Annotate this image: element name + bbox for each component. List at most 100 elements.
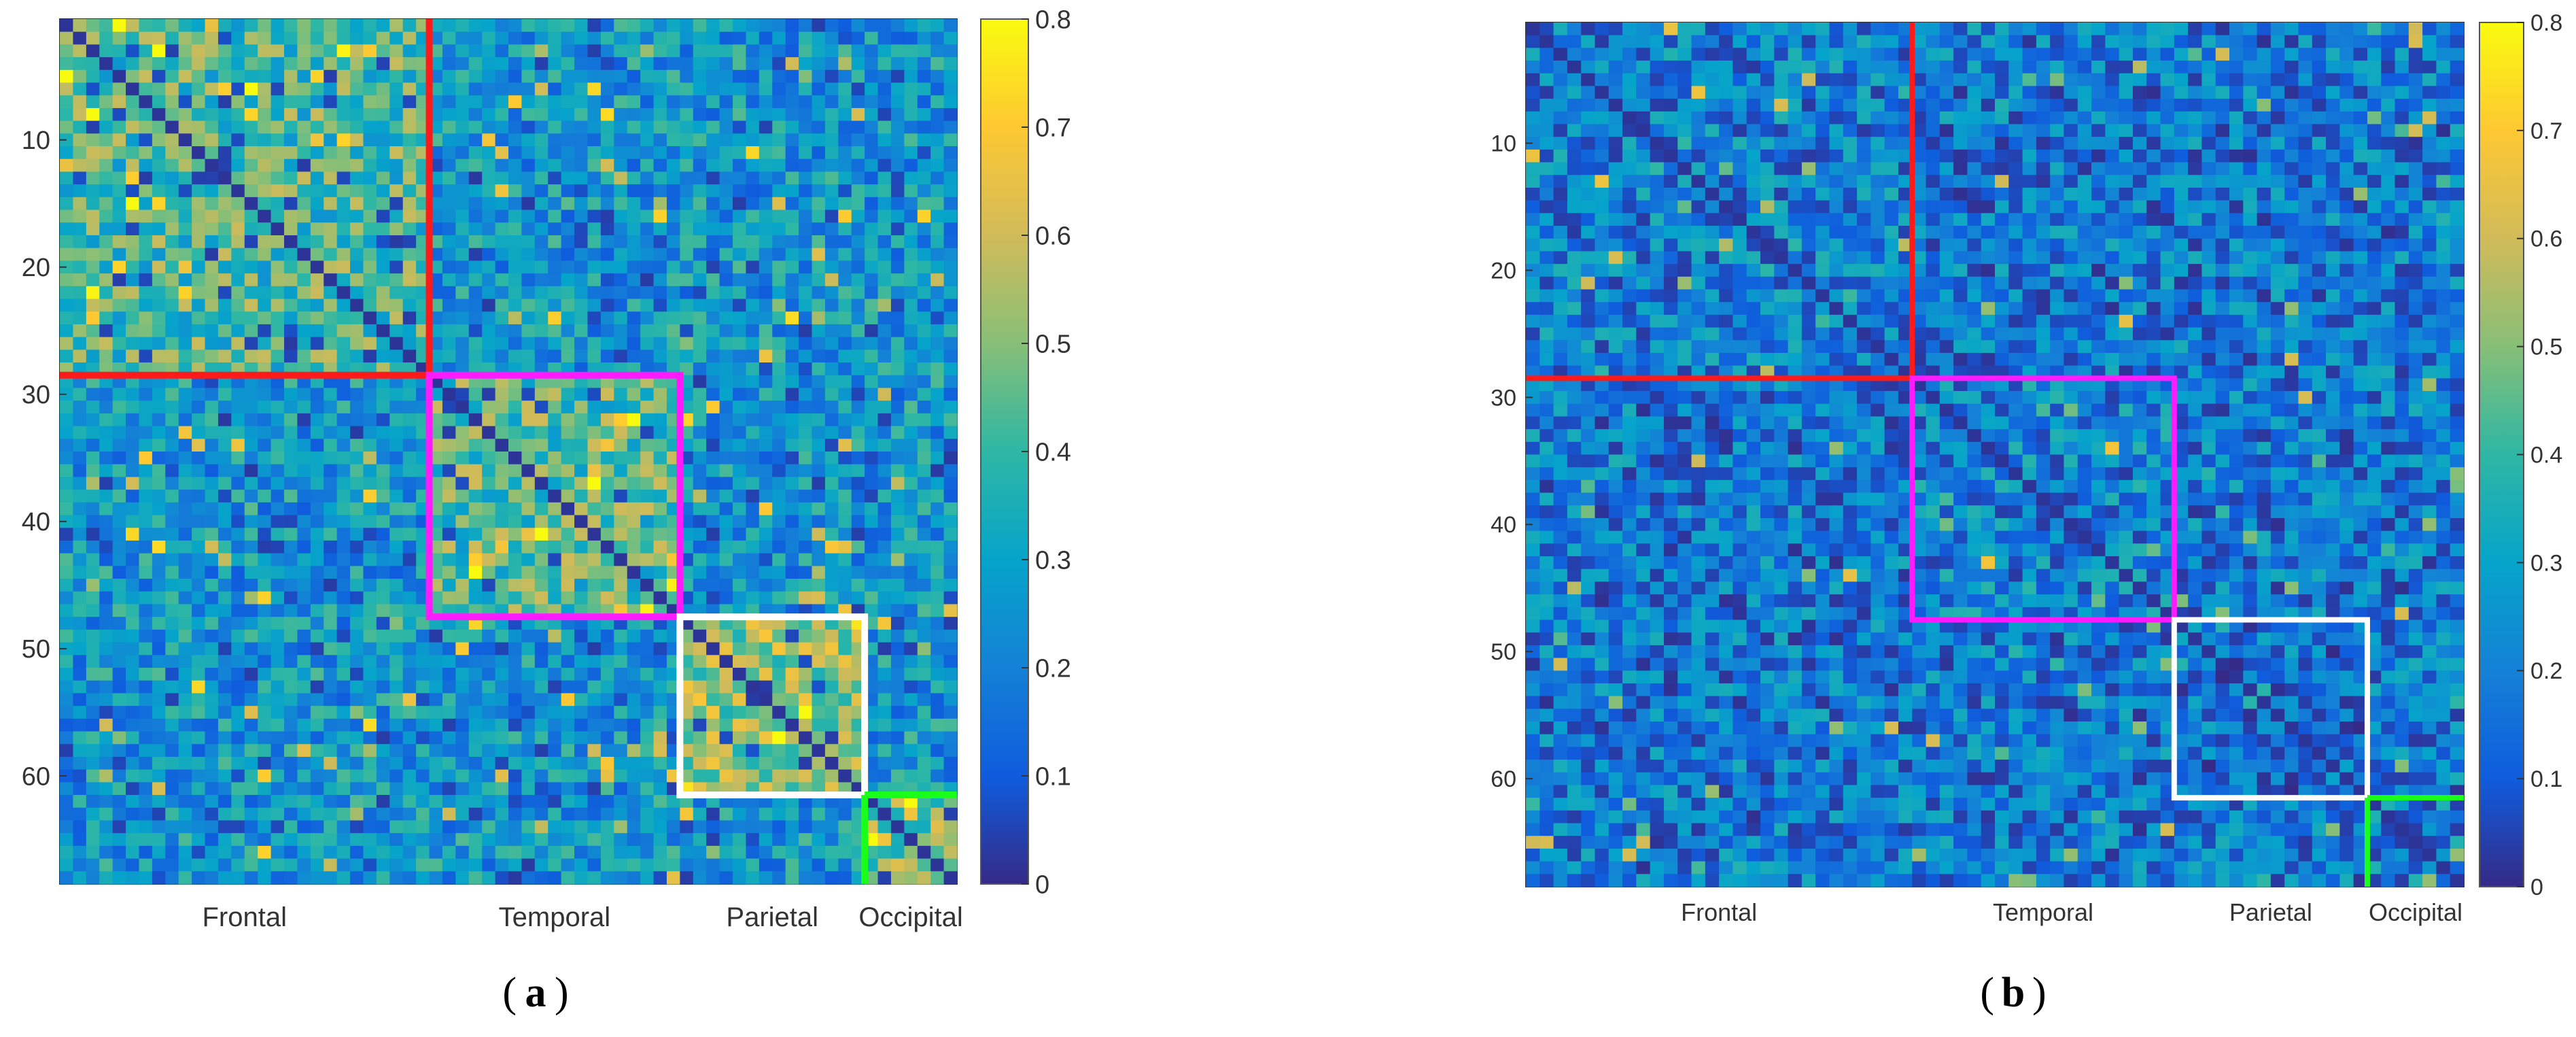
heatmap-cell <box>838 515 852 528</box>
heatmap-cell <box>508 668 523 681</box>
heatmap-cell <box>693 464 707 478</box>
heatmap-cell <box>324 350 338 363</box>
heatmap-cell <box>271 655 285 668</box>
heatmap-cell <box>904 222 918 236</box>
heatmap-cell <box>60 286 74 300</box>
heatmap-cell <box>719 44 733 58</box>
heatmap-cell <box>574 579 589 592</box>
heatmap-cell <box>548 769 562 783</box>
heatmap-cell <box>1801 48 1816 61</box>
heatmap-cell <box>350 337 364 350</box>
heatmap-cell <box>324 57 338 71</box>
heatmap-cell <box>165 299 179 312</box>
heatmap-cell <box>904 57 918 71</box>
heatmap-cell <box>152 19 166 33</box>
heatmap-cell <box>746 120 760 134</box>
heatmap-cell <box>680 44 694 58</box>
heatmap-cell <box>521 629 536 643</box>
heatmap-cell <box>508 490 523 503</box>
heatmap-cell <box>376 209 390 223</box>
heatmap-cell <box>310 693 324 707</box>
heatmap-cell <box>574 146 589 160</box>
heatmap-cell <box>310 833 324 847</box>
heatmap-cell <box>653 858 667 872</box>
heatmap-cell <box>416 820 430 834</box>
heatmap-cell <box>336 744 351 758</box>
heatmap-cell <box>284 260 298 274</box>
heatmap-cell <box>350 120 364 134</box>
heatmap-cell <box>126 107 140 122</box>
heatmap-cell <box>574 820 589 834</box>
heatmap-cell <box>165 617 179 630</box>
heatmap-cell <box>165 604 179 617</box>
heatmap-cell <box>455 553 470 566</box>
heatmap-cell <box>258 19 272 33</box>
heatmap-cell <box>824 718 839 732</box>
heatmap-cell <box>877 464 892 478</box>
heatmap-cell <box>917 490 931 503</box>
heatmap-cell <box>363 490 377 503</box>
heatmap-cell <box>205 158 219 173</box>
heatmap-cell <box>495 452 509 465</box>
heatmap-cell <box>1760 35 1775 48</box>
heatmap-cell <box>402 553 417 566</box>
heatmap-cell <box>152 706 166 719</box>
heatmap-cell <box>548 706 562 719</box>
heatmap-cell <box>772 19 786 33</box>
heatmap-cell <box>680 286 694 300</box>
heatmap-cell <box>865 222 879 236</box>
heatmap-cell <box>548 693 562 707</box>
heatmap-cell <box>2077 22 2092 36</box>
heatmap-cell <box>495 413 509 427</box>
heatmap-cell <box>376 769 390 783</box>
heatmap-cell <box>600 222 614 236</box>
heatmap-cell <box>548 388 562 401</box>
heatmap-cell <box>799 184 813 198</box>
heatmap-cell <box>376 44 390 58</box>
heatmap-cell <box>244 273 258 287</box>
heatmap-cell <box>376 273 390 287</box>
heatmap-cell <box>126 706 140 719</box>
heatmap-cell <box>336 706 351 719</box>
colorbar-tick-label: 0.1 <box>1035 762 1071 791</box>
heatmap-cell <box>73 566 87 579</box>
heatmap-cell <box>759 82 773 96</box>
heatmap-cell <box>495 19 509 33</box>
heatmap-cell <box>244 540 258 554</box>
heatmap-cell <box>693 706 707 719</box>
heatmap-cell <box>534 426 549 439</box>
heatmap-cell <box>192 82 206 96</box>
heatmap-cell <box>851 362 865 376</box>
heatmap-cell <box>574 591 589 605</box>
heatmap-cell <box>746 171 760 185</box>
heatmap-cell <box>258 439 272 452</box>
heatmap-cell <box>350 439 364 452</box>
heatmap-cell <box>86 146 100 160</box>
heatmap-cell <box>376 668 390 681</box>
heatmap-cell <box>205 528 219 541</box>
heatmap-cell <box>73 871 87 885</box>
heatmap-cell <box>772 439 786 452</box>
heatmap-cell <box>548 413 562 427</box>
heatmap-cell <box>521 401 536 414</box>
heatmap-cell <box>429 324 443 338</box>
heatmap-cell <box>205 782 219 796</box>
heatmap-cell <box>139 439 153 452</box>
heatmap-cell <box>442 553 456 566</box>
heatmap-cell <box>363 693 377 707</box>
heatmap-cell <box>785 184 799 198</box>
heatmap-cell <box>627 871 641 885</box>
heatmap-cell <box>719 184 733 198</box>
heatmap-cell <box>297 286 311 300</box>
heatmap-cell <box>653 133 667 147</box>
heatmap-cell <box>363 401 377 414</box>
heatmap-cell <box>495 693 509 707</box>
heatmap-cell <box>205 222 219 236</box>
heatmap-cell <box>402 235 417 249</box>
heatmap-cell <box>640 452 655 465</box>
heatmap-cell <box>482 337 496 350</box>
heatmap-cell <box>534 731 549 745</box>
heatmap-cell <box>165 502 179 516</box>
heatmap-cell <box>231 209 245 223</box>
heatmap-cell <box>930 452 945 465</box>
